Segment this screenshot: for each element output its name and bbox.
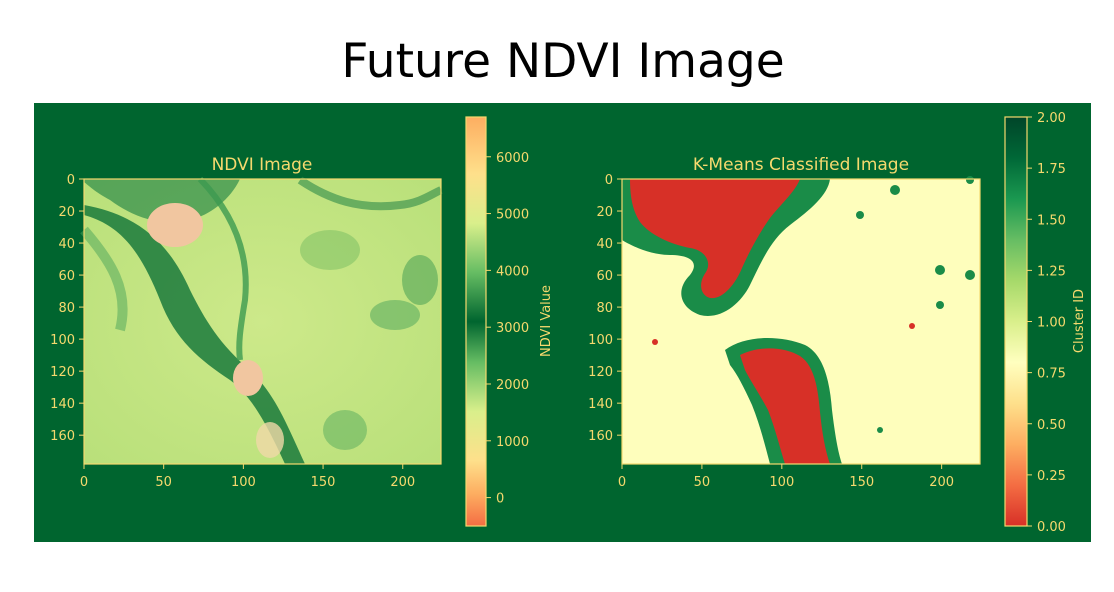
ndvi-x-tick-label: 50 [155, 475, 172, 490]
ndvi-y-tick-label: 160 [50, 429, 75, 444]
kmeans-y-tick-label: 100 [588, 333, 613, 348]
ndvi-colorbar: 0 1000 2000 3000 4000 5000 6000 NDVI Value [465, 116, 554, 527]
cluster-colorbar-label: Cluster ID [1072, 289, 1087, 353]
kmeans-panel: K-Means Classified Image 0 50 100 150 200 0 2… [588, 155, 981, 490]
kmeans-y-tick-label: 80 [596, 301, 613, 316]
cluster-colorbar-tick-label: 0.50 [1037, 418, 1066, 433]
kmeans-x-tick-label: 0 [618, 475, 626, 490]
ndvi-colorbar-label: NDVI Value [539, 285, 554, 357]
ndvi-colorbar-ticks: 0 1000 2000 3000 4000 5000 6000 [486, 151, 529, 507]
kmeans-y-tick-label: 20 [596, 205, 613, 220]
ndvi-y-tick-label: 40 [58, 237, 75, 252]
ndvi-axes-frame [83, 178, 442, 465]
cluster-colorbar: 0.00 0.25 0.50 0.75 1.00 1.25 1.50 1.75 2.00 Clu… [1004, 111, 1087, 535]
kmeans-y-tick-label: 40 [596, 237, 613, 252]
ndvi-colorbar-tick-label: 1000 [496, 435, 529, 450]
kmeans-y-tick-label: 60 [596, 269, 613, 284]
cluster-colorbar-tick-label: 1.50 [1037, 213, 1066, 228]
ndvi-x-tick-label: 0 [80, 475, 88, 490]
ndvi-colorbar-tick-label: 4000 [496, 264, 529, 279]
ndvi-colorbar-tick-label: 6000 [496, 151, 529, 166]
kmeans-y-tick-label: 160 [588, 429, 613, 444]
ndvi-y-tick-label: 80 [58, 301, 75, 316]
kmeans-x-axis: 0 50 100 150 200 [618, 464, 954, 490]
ndvi-x-tick-label: 100 [231, 475, 256, 490]
kmeans-y-tick-label: 0 [605, 173, 613, 188]
kmeans-x-tick-label: 200 [929, 475, 954, 490]
ndvi-y-tick-label: 120 [50, 365, 75, 380]
kmeans-x-tick-label: 100 [769, 475, 794, 490]
kmeans-axes-frame [621, 178, 981, 465]
cluster-colorbar-tick-label: 0.25 [1037, 469, 1066, 484]
cluster-colorbar-tick-label: 0.00 [1037, 520, 1066, 535]
cluster-colorbar-gradient [1004, 116, 1028, 527]
cluster-colorbar-tick-label: 1.00 [1037, 316, 1066, 331]
kmeans-x-tick-label: 50 [694, 475, 711, 490]
ndvi-colorbar-gradient [465, 116, 487, 527]
ndvi-colorbar-tick-label: 3000 [496, 321, 529, 336]
cluster-colorbar-tick-label: 2.00 [1037, 111, 1066, 126]
ndvi-colorbar-tick-label: 2000 [496, 378, 529, 393]
ndvi-colorbar-tick-label: 0 [496, 492, 504, 507]
ndvi-y-tick-label: 20 [58, 205, 75, 220]
ndvi-y-axis: 0 20 40 60 80 100 120 140 160 [50, 173, 84, 444]
ndvi-x-axis: 0 50 100 150 200 [80, 464, 415, 490]
ndvi-heatmap-image [80, 176, 443, 464]
figure-title: Future NDVI Image [341, 34, 785, 89]
ndvi-panel-title: NDVI Image [212, 155, 313, 175]
ndvi-y-tick-label: 100 [50, 333, 75, 348]
cluster-colorbar-tick-label: 0.75 [1037, 367, 1066, 382]
cluster-colorbar-tick-label: 1.25 [1037, 264, 1066, 279]
kmeans-x-tick-label: 150 [849, 475, 874, 490]
kmeans-y-tick-label: 140 [588, 397, 613, 412]
cluster-colorbar-tick-label: 1.75 [1037, 162, 1066, 177]
kmeans-y-axis: 0 20 40 60 80 100 120 140 160 [588, 173, 622, 444]
ndvi-y-tick-label: 60 [58, 269, 75, 284]
kmeans-y-tick-label: 120 [588, 365, 613, 380]
ndvi-panel: NDVI Image 0 50 100 150 200 0 20 40 60 80 100 120 1… [50, 155, 443, 490]
ndvi-x-tick-label: 150 [311, 475, 336, 490]
cluster-colorbar-ticks: 0.00 0.25 0.50 0.75 1.00 1.25 1.50 1.75 2.00 [1027, 111, 1066, 535]
kmeans-panel-title: K-Means Classified Image [693, 155, 909, 175]
ndvi-y-tick-label: 140 [50, 397, 75, 412]
ndvi-x-tick-label: 200 [390, 475, 415, 490]
ndvi-y-tick-label: 0 [67, 173, 75, 188]
ndvi-colorbar-tick-label: 5000 [496, 208, 529, 223]
kmeans-heatmap-image [622, 176, 980, 464]
